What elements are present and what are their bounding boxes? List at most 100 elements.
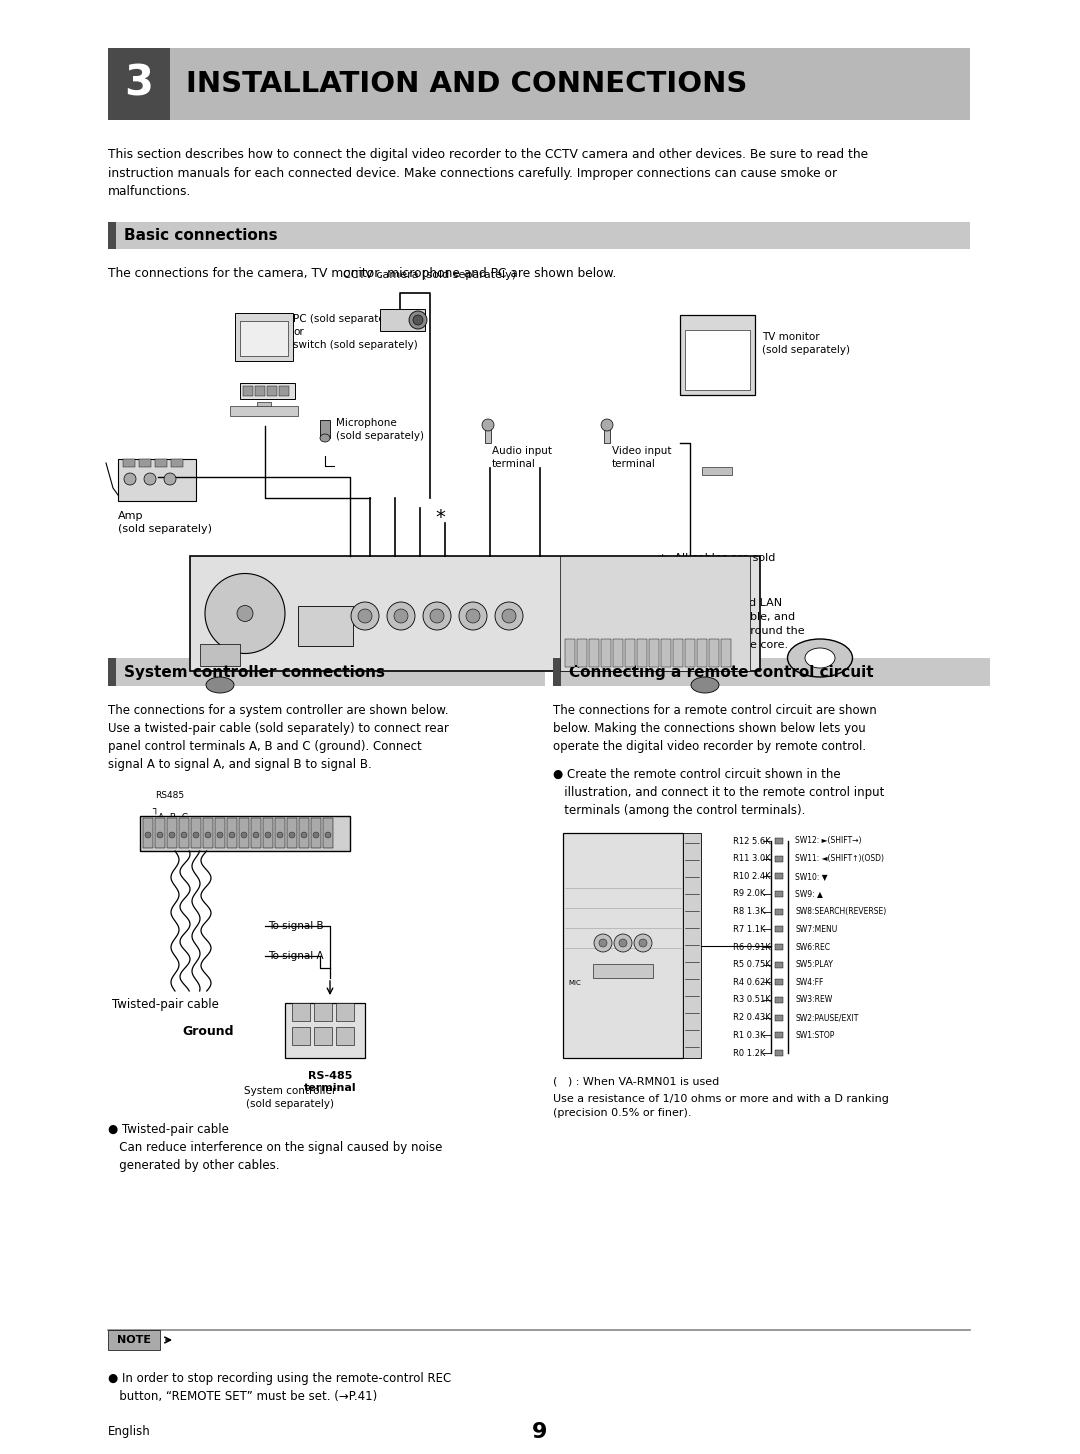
Text: The connections for the camera, TV monitor, microphone and PC are shown below.: The connections for the camera, TV monit… [108, 268, 617, 281]
Text: SW11: ◄(SHIFT↑)(OSD): SW11: ◄(SHIFT↑)(OSD) [795, 853, 885, 864]
Bar [775, 874, 783, 880]
Bar [314, 1003, 332, 1021]
Text: NOTE: NOTE [117, 1335, 151, 1345]
Bar [775, 1050, 783, 1056]
Text: (   ) : When VA-RMN01 is used: ( ) : When VA-RMN01 is used [553, 1076, 719, 1086]
Text: SW8:SEARCH(REVERSE): SW8:SEARCH(REVERSE) [795, 907, 887, 916]
Text: R8 1.3K: R8 1.3K [733, 907, 766, 916]
Bar [190, 555, 760, 670]
Text: R9 2.0K: R9 2.0K [733, 890, 766, 899]
Bar [577, 638, 588, 667]
Bar [179, 819, 189, 848]
Bar [235, 313, 293, 361]
Circle shape [409, 311, 427, 329]
Bar [108, 222, 970, 249]
Bar [191, 819, 201, 848]
Bar [123, 459, 135, 467]
Text: To signal A: To signal A [268, 951, 324, 961]
Circle shape [253, 832, 259, 838]
Text: SW12: ►(SHIFT→): SW12: ►(SHIFT→) [795, 836, 862, 845]
Bar [697, 638, 707, 667]
Circle shape [265, 832, 271, 838]
Bar [563, 833, 683, 1059]
Ellipse shape [206, 678, 234, 694]
Bar [775, 838, 783, 843]
Bar [553, 659, 990, 686]
Text: VIDEO: VIDEO [611, 971, 635, 980]
Bar [775, 855, 783, 862]
Bar [708, 638, 719, 667]
Text: R7 1.1K: R7 1.1K [733, 925, 766, 933]
Bar [336, 1003, 354, 1021]
Bar [285, 1003, 365, 1059]
Text: R11 3.0K: R11 3.0K [733, 853, 771, 864]
Text: PC (sold separately)
or
switch (sold separately): PC (sold separately) or switch (sold sep… [293, 314, 418, 350]
Bar [775, 1032, 783, 1038]
Bar [314, 1027, 332, 1045]
Bar [108, 48, 970, 121]
Bar [108, 1330, 970, 1397]
Bar [775, 961, 783, 968]
Bar [336, 1027, 354, 1045]
Bar [561, 555, 750, 670]
Circle shape [599, 939, 607, 947]
Circle shape [145, 832, 151, 838]
Bar [673, 638, 683, 667]
Text: SW3:REW: SW3:REW [795, 996, 833, 1005]
Bar [565, 638, 575, 667]
Bar [775, 980, 783, 986]
Bar [240, 321, 288, 356]
Circle shape [387, 602, 415, 630]
Text: SW5:PLAY: SW5:PLAY [795, 960, 833, 970]
Text: 3: 3 [124, 63, 153, 105]
Circle shape [600, 419, 613, 430]
Circle shape [482, 419, 494, 430]
Circle shape [205, 573, 285, 653]
Bar [775, 997, 783, 1003]
Bar [240, 382, 295, 398]
Bar [299, 819, 309, 848]
Text: Amp
(sold separately): Amp (sold separately) [118, 510, 212, 534]
Circle shape [413, 316, 423, 326]
Text: ┐: ┐ [152, 806, 158, 816]
Bar [600, 638, 611, 667]
Bar [243, 385, 253, 395]
Circle shape [394, 609, 408, 622]
Circle shape [237, 605, 253, 621]
Text: ∗  All cables are sold
    separately.: ∗ All cables are sold separately. [658, 553, 775, 577]
Circle shape [357, 609, 372, 622]
Bar [775, 944, 783, 949]
Text: R0 1.2K: R0 1.2K [733, 1048, 766, 1057]
Text: SW10: ▼: SW10: ▼ [795, 872, 827, 881]
Text: Video input
terminal: Video input terminal [612, 446, 672, 470]
Text: Connecting a remote control circuit: Connecting a remote control circuit [569, 664, 874, 679]
Bar [251, 819, 261, 848]
Circle shape [423, 602, 451, 630]
Text: RS-485
terminal: RS-485 terminal [303, 1072, 356, 1092]
Bar [118, 459, 195, 502]
Text: R6 0.91K: R6 0.91K [733, 942, 771, 951]
Text: English: English [108, 1425, 151, 1438]
Text: SW2:PAUSE/EXIT: SW2:PAUSE/EXIT [795, 1013, 859, 1022]
Bar [167, 819, 177, 848]
Bar [156, 819, 165, 848]
Bar [311, 819, 321, 848]
Bar [257, 401, 271, 409]
Bar [683, 833, 701, 1059]
Circle shape [289, 832, 295, 838]
Bar [604, 425, 610, 443]
Bar [680, 316, 755, 395]
Bar [255, 385, 265, 395]
Circle shape [181, 832, 187, 838]
Bar [287, 819, 297, 848]
Ellipse shape [805, 648, 835, 667]
Text: R4 0.62K: R4 0.62K [733, 979, 771, 987]
Text: R10 2.4K: R10 2.4K [733, 872, 771, 881]
Bar [139, 459, 151, 467]
Ellipse shape [691, 678, 719, 694]
Circle shape [301, 832, 307, 838]
Bar [239, 819, 249, 848]
Circle shape [164, 473, 176, 486]
Bar [685, 638, 696, 667]
Bar [171, 459, 183, 467]
